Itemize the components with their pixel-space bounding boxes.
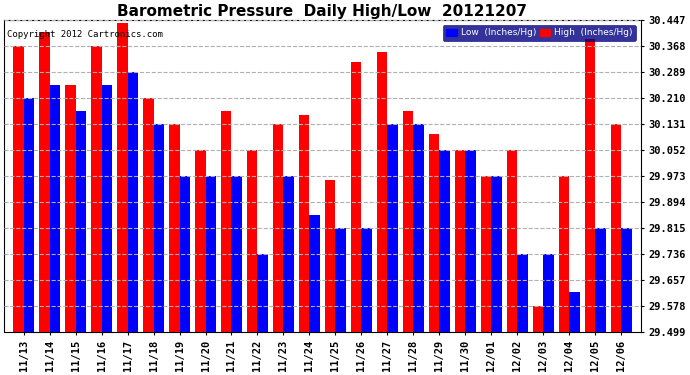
Bar [611,124,621,332]
Bar [559,176,569,332]
Bar [465,150,475,332]
Bar [351,62,362,332]
Bar [247,150,257,332]
Bar [257,254,268,332]
Bar [91,46,101,332]
Text: Copyright 2012 Cartronics.com: Copyright 2012 Cartronics.com [8,30,164,39]
Bar [284,176,294,332]
Bar [387,124,397,332]
Bar [39,33,50,332]
Bar [66,85,76,332]
Bar [195,150,206,332]
Bar [117,22,128,332]
Bar [455,150,465,332]
Bar [518,254,528,332]
Bar [169,124,179,332]
Bar [206,176,216,332]
Bar [595,228,606,332]
Bar [440,150,450,332]
Bar [273,124,284,332]
Bar [543,254,553,332]
Bar [23,98,34,332]
Bar [232,176,242,332]
Bar [362,228,372,332]
Bar [429,134,440,332]
Legend: Low  (Inches/Hg), High  (Inches/Hg): Low (Inches/Hg), High (Inches/Hg) [442,25,636,41]
Bar [481,176,491,332]
Bar [491,176,502,332]
Bar [569,292,580,332]
Bar [403,111,413,332]
Bar [621,228,631,332]
Bar [50,85,60,332]
Bar [128,72,138,332]
Bar [325,180,335,332]
Bar [585,39,595,332]
Title: Barometric Pressure  Daily High/Low  20121207: Barometric Pressure Daily High/Low 20121… [117,4,527,19]
Bar [179,176,190,332]
Bar [299,115,309,332]
Bar [507,150,518,332]
Bar [377,52,387,332]
Bar [143,98,154,332]
Bar [101,85,112,332]
Bar [335,228,346,332]
Bar [309,215,320,332]
Bar [13,46,23,332]
Bar [413,124,424,332]
Bar [76,111,86,332]
Bar [221,111,232,332]
Bar [533,306,543,332]
Bar [154,124,164,332]
